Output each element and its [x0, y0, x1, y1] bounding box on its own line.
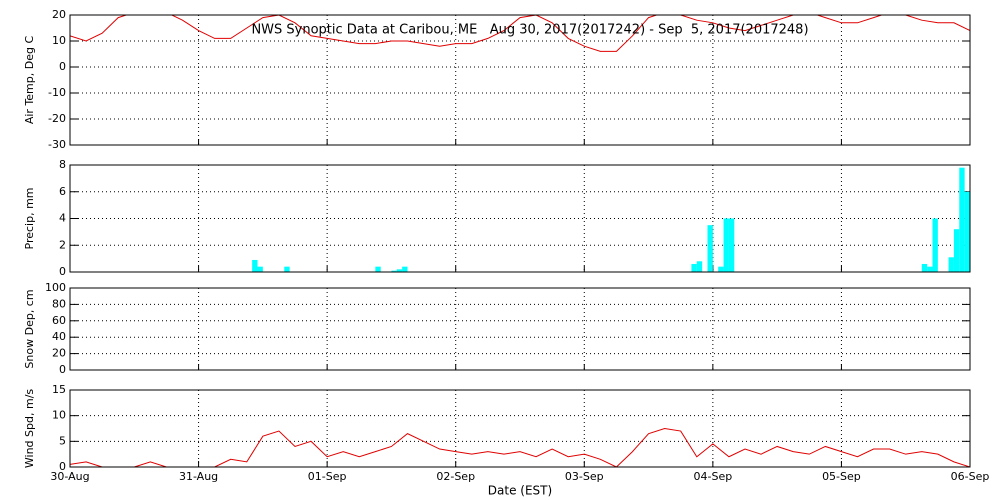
y-tick-label: 60	[52, 314, 66, 327]
x-tick-label: 06-Sep	[951, 470, 990, 483]
y-axis-label: Air Temp, Deg C	[23, 36, 36, 125]
y-tick-label: -10	[48, 86, 66, 99]
y-axis-label: Precip, mm	[23, 188, 36, 250]
plot-frame	[69, 287, 971, 371]
bar	[932, 218, 938, 272]
bar	[953, 229, 960, 272]
y-tick-label: 20	[52, 8, 66, 21]
bar	[375, 266, 381, 272]
bar	[284, 266, 290, 272]
y-tick-label: 2	[59, 238, 66, 251]
bar	[696, 261, 703, 272]
y-axis-label: Snow Dep, cm	[23, 289, 36, 368]
x-tick-label: 03-Sep	[565, 470, 604, 483]
bar	[927, 266, 933, 272]
y-tick-label: 0	[59, 363, 66, 376]
y-tick-label: 0	[59, 460, 66, 473]
y-tick-label: 4	[59, 212, 66, 225]
chart-title: NWS Synoptic Data at Caribou, ME Aug 30,…	[251, 23, 808, 38]
bar	[921, 263, 928, 272]
x-axis-label: Date (EST)	[488, 484, 552, 498]
y-tick-label: 15	[52, 383, 66, 396]
bar	[402, 266, 408, 272]
x-tick-label: 30-Aug	[50, 470, 89, 483]
y-tick-label: 8	[59, 158, 66, 171]
bar	[728, 218, 735, 272]
bar	[959, 167, 965, 272]
x-tick-label: 31-Aug	[179, 470, 218, 483]
data-line	[70, 15, 970, 52]
bar	[252, 259, 258, 272]
y-tick-label: 10	[52, 409, 66, 422]
plot-frame	[69, 14, 971, 146]
y-tick-label: 100	[45, 281, 66, 294]
bar	[691, 263, 697, 272]
y-tick-label: 80	[52, 297, 66, 310]
bar	[257, 266, 263, 272]
plot-frame	[69, 389, 971, 468]
bar	[391, 270, 397, 272]
bar	[723, 218, 729, 272]
y-tick-label: 0	[59, 60, 66, 73]
y-axis-label: Wind Spd, m/s	[23, 389, 36, 469]
y-tick-label: 10	[52, 34, 66, 47]
y-tick-label: 40	[52, 330, 66, 343]
y-tick-label: 20	[52, 347, 66, 360]
data-line	[70, 427, 970, 467]
y-tick-label: 0	[59, 265, 66, 278]
x-tick-label: 01-Sep	[308, 470, 347, 483]
bar	[718, 266, 724, 272]
plot-frame	[69, 164, 971, 273]
y-tick-label: -20	[48, 112, 66, 125]
x-tick-label: 04-Sep	[694, 470, 733, 483]
bar	[948, 257, 954, 272]
bar	[707, 225, 713, 272]
x-tick-label: 05-Sep	[822, 470, 861, 483]
y-tick-label: -30	[48, 138, 66, 151]
bar	[396, 269, 403, 272]
y-tick-label: 6	[59, 185, 66, 198]
y-tick-label: 5	[59, 434, 66, 447]
bar	[964, 191, 970, 272]
x-tick-label: 02-Sep	[436, 470, 475, 483]
